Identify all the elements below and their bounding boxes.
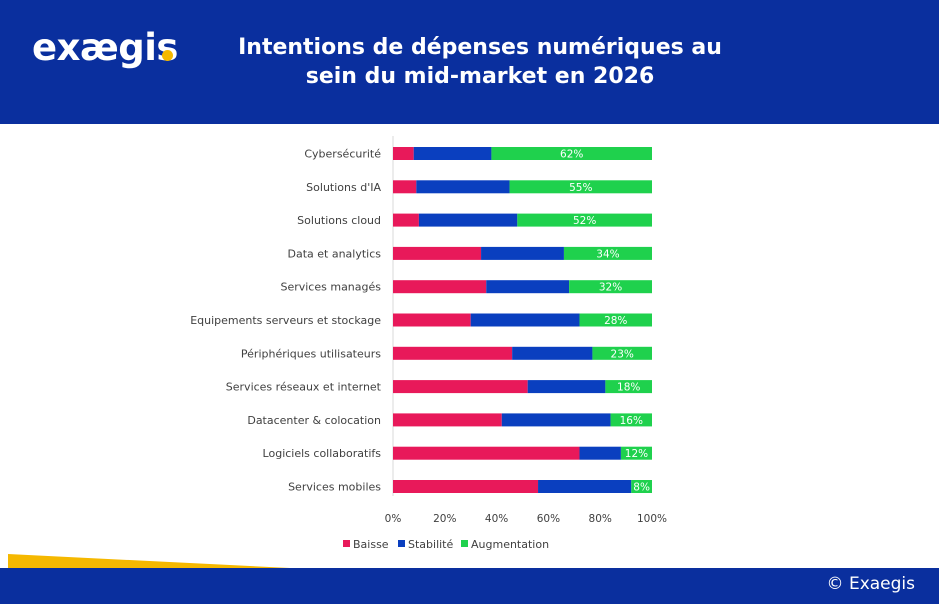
x-tick-label: 60% — [537, 513, 560, 525]
bar-augmentation-2 — [517, 213, 652, 227]
bar-baisse-1 — [393, 180, 417, 194]
bar-augmentation-6 — [592, 346, 652, 360]
bar-baisse-3 — [393, 246, 482, 260]
bar-augmentation-9 — [620, 446, 652, 460]
data-label: 32% — [599, 282, 622, 294]
bar-baisse-4 — [393, 280, 487, 294]
bar-stabilite-8 — [501, 413, 611, 427]
yellow-accent-stripe — [8, 554, 290, 570]
bar-stabilite-5 — [470, 313, 580, 327]
data-label: 18% — [617, 382, 640, 394]
bar-augmentation-10 — [631, 480, 652, 493]
x-tick-label: 40% — [485, 513, 508, 525]
data-label: 55% — [569, 182, 592, 194]
category-label: Data et analytics — [287, 247, 381, 260]
bar-stabilite-3 — [481, 246, 564, 260]
legend-label: Stabilité — [408, 538, 454, 551]
category-label: Cybersécurité — [304, 148, 381, 161]
bars-layer: 62% 55% 52% 34% 32% 28% 23% 18% 16% 12% 8% — [392, 136, 652, 496]
legend: Baisse Stabilité Augmentation — [343, 538, 549, 551]
copyright-text: © Exaegis — [826, 574, 915, 594]
bar-augmentation-3 — [563, 246, 652, 260]
category-label: Services managés — [280, 281, 381, 294]
x-tick-label: 100% — [637, 513, 667, 525]
stacked-bar-chart: 62% 55% 52% 34% 32% 28% 23% 18% 16% 12% 8% Cybersé… — [190, 136, 667, 551]
bar-stabilite-7 — [527, 380, 606, 394]
x-axis-ticks: 0% 20% 40% 60% 80% 100% — [385, 513, 667, 525]
category-label: Equipements serveurs et stockage — [190, 314, 381, 327]
x-tick-label: 80% — [589, 513, 612, 525]
category-label: Solutions d'IA — [306, 181, 381, 194]
data-label: 62% — [560, 149, 583, 161]
category-label: Périphériques utilisateurs — [241, 347, 381, 360]
x-tick-label: 20% — [433, 513, 456, 525]
bar-baisse-8 — [393, 413, 502, 427]
bar-stabilite-1 — [416, 180, 510, 194]
category-label: Logiciels collaboratifs — [263, 447, 382, 460]
legend-swatch-0 — [343, 540, 350, 547]
bar-baisse-0 — [393, 147, 414, 160]
bar-augmentation-1 — [509, 180, 652, 194]
data-label: 28% — [604, 315, 627, 327]
bar-augmentation-5 — [579, 313, 652, 327]
data-label: 16% — [620, 415, 643, 427]
bar-augmentation-7 — [605, 380, 652, 394]
data-label: 8% — [633, 482, 650, 494]
data-label: 23% — [611, 348, 634, 360]
bar-augmentation-4 — [569, 280, 652, 294]
category-label: Services réseaux et internet — [226, 381, 382, 394]
bar-baisse-6 — [393, 346, 513, 360]
bar-stabilite-2 — [418, 213, 518, 227]
category-label: Datacenter & colocation — [247, 414, 381, 427]
data-label: 52% — [573, 215, 596, 227]
category-label: Solutions cloud — [297, 214, 381, 227]
bar-stabilite-9 — [579, 446, 621, 460]
legend-label: Baisse — [353, 538, 389, 551]
bar-stabilite-10 — [538, 480, 632, 493]
category-labels: Cybersécurité Solutions d'IA Solutions clo… — [190, 148, 381, 494]
legend-swatch-2 — [461, 540, 468, 547]
chart-title-line-2: sein du mid-market en 2026 — [305, 64, 655, 89]
data-label: 12% — [625, 448, 648, 460]
bar-augmentation-8 — [610, 413, 652, 427]
exaegis-logo: exægis — [32, 26, 178, 69]
data-label: 34% — [596, 248, 619, 260]
chart-title-line-1: Intentions de dépenses numériques au — [238, 35, 722, 60]
bar-stabilite-0 — [413, 147, 492, 160]
header-edge — [939, 0, 951, 124]
bar-stabilite-4 — [486, 280, 570, 294]
bar-baisse-10 — [393, 480, 539, 493]
bar-baisse-2 — [393, 213, 419, 227]
legend-swatch-1 — [398, 540, 405, 547]
legend-label: Augmentation — [471, 538, 549, 551]
bar-baisse-7 — [393, 380, 528, 394]
footer-bar: © Exaegis — [0, 568, 939, 604]
x-tick-label: 0% — [385, 513, 402, 525]
bar-stabilite-6 — [512, 346, 593, 360]
bar-augmentation-0 — [491, 147, 652, 160]
header-banner: exægis Intentions de dépenses numériques… — [0, 0, 939, 124]
category-label: Services mobiles — [288, 481, 381, 494]
bar-baisse-9 — [393, 446, 580, 460]
logo-dot-icon — [162, 50, 173, 61]
chart-title: Intentions de dépenses numériques au sei… — [190, 33, 770, 91]
bar-baisse-5 — [393, 313, 471, 327]
